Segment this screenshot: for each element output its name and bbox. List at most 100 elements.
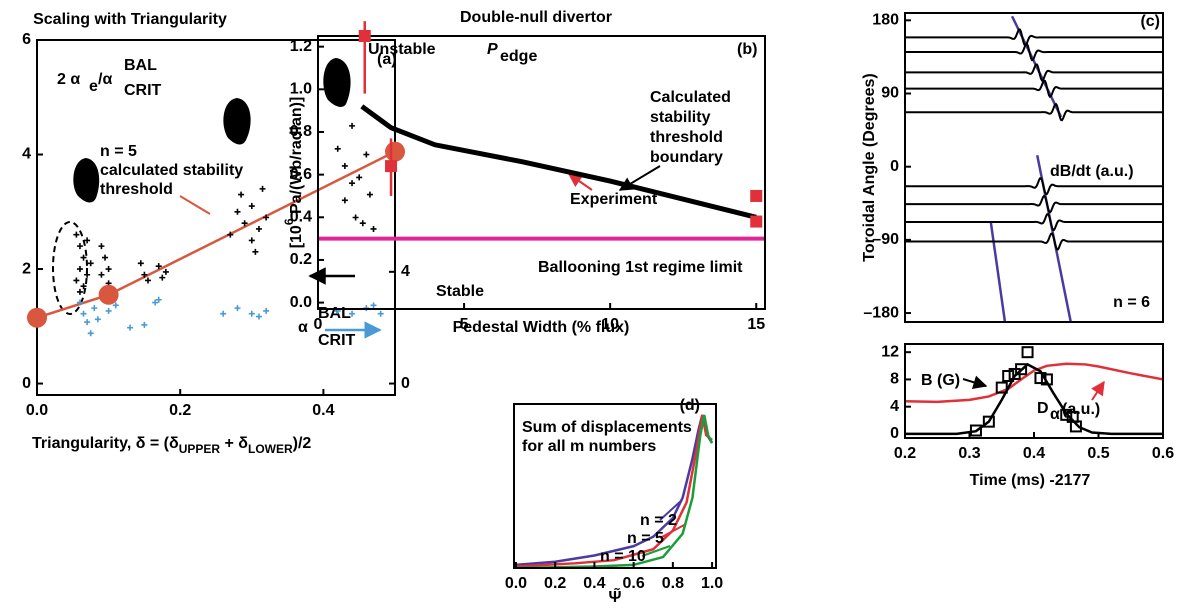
- signal-trace: [905, 102, 1163, 122]
- point: [87, 330, 94, 337]
- annotation: stability: [650, 109, 711, 126]
- point: [76, 266, 83, 273]
- signal-trace: [905, 63, 1163, 82]
- point: [1069, 420, 1082, 433]
- point: [982, 415, 995, 428]
- point: [995, 381, 1008, 394]
- x-tick-label: 0: [314, 316, 323, 333]
- arrow: [567, 173, 593, 191]
- propagation-line: [1010, 15, 1063, 118]
- point: [334, 145, 341, 152]
- point: [1034, 372, 1047, 385]
- cluster-outline: [52, 221, 88, 315]
- series-line: [360, 104, 757, 220]
- x-tick-label: 0.2: [169, 402, 191, 419]
- x-tick-label: 15: [747, 316, 765, 333]
- annotation: threshold: [650, 129, 723, 146]
- annotation: Stable: [436, 283, 484, 300]
- annotation: 2 α: [57, 71, 80, 88]
- annotation: P: [487, 41, 498, 58]
- point: [27, 307, 47, 328]
- y-tick-label: 0: [890, 158, 899, 175]
- y-tick-label: 0: [890, 425, 899, 442]
- signal-trace: [905, 194, 1163, 214]
- point: [141, 271, 148, 278]
- signal-trace: [905, 232, 1163, 251]
- x-tick-label: 0.4: [1023, 445, 1045, 462]
- annotation: D: [1037, 400, 1049, 417]
- annotation: calculated stability: [100, 162, 243, 179]
- point: [238, 191, 245, 198]
- point: [248, 310, 255, 317]
- y-tick-label: 90: [881, 85, 899, 102]
- annotation: n = 6: [1113, 294, 1150, 311]
- point: [80, 254, 87, 261]
- point: [248, 237, 255, 244]
- point: [73, 277, 80, 284]
- point: [98, 271, 105, 278]
- y-axis-label: Toroidal Angle (Degrees): [861, 73, 878, 261]
- x-tick-label: 0.4: [312, 402, 334, 419]
- x-tick-label: 0.6: [1152, 445, 1174, 462]
- point: [87, 260, 94, 267]
- label-part: LOWER: [248, 442, 293, 456]
- point: [80, 310, 87, 317]
- y-tick-label: 2: [22, 260, 31, 277]
- label-part: UPPER: [179, 442, 221, 456]
- point: [162, 268, 169, 275]
- axis-label: [106 Pa/(Wb/radian)]: [282, 97, 305, 249]
- annotation: CRIT: [318, 332, 356, 349]
- annotation: Calculated: [650, 89, 731, 106]
- signal-trace: [905, 212, 1163, 231]
- chart-title: Scaling with Triangularity: [33, 11, 227, 28]
- point: [252, 248, 259, 255]
- point: [352, 214, 359, 221]
- point: [359, 220, 366, 227]
- point: [137, 260, 144, 267]
- annotation: Sum of displacements: [522, 419, 692, 436]
- annotation: Unstable: [368, 41, 436, 58]
- point: [370, 302, 377, 309]
- point: [80, 283, 87, 290]
- annotation: α: [298, 319, 308, 336]
- point: [127, 324, 134, 331]
- point: [1015, 363, 1028, 376]
- point: [969, 424, 982, 437]
- annotation: boundary: [650, 149, 723, 166]
- x-tick-label: 1.0: [701, 575, 723, 592]
- point: [377, 310, 384, 317]
- label-part: Triangularity, δ = (δ: [32, 435, 179, 452]
- plot-area: [905, 15, 1163, 322]
- series-line: [905, 362, 1163, 436]
- x-tick-label: 10: [601, 316, 619, 333]
- point: [141, 321, 148, 328]
- signal-trace: [905, 42, 1163, 62]
- plot-area: [905, 362, 1163, 436]
- frame: [317, 35, 766, 310]
- point: [234, 208, 241, 215]
- point: [349, 310, 356, 317]
- series-label: n = 2: [640, 512, 677, 529]
- plasma-shape: [223, 98, 251, 145]
- plot-area: [515, 414, 714, 568]
- point: [349, 180, 356, 187]
- point: [155, 296, 162, 303]
- annotation: α: [1050, 406, 1060, 423]
- plasma-shape: [323, 58, 351, 107]
- point: [105, 266, 112, 273]
- label-part: Pa/(Wb/radian)]: [288, 97, 305, 219]
- y-tick-label: 0: [22, 375, 31, 392]
- point: [358, 30, 371, 42]
- point: [227, 231, 234, 238]
- annotation: (d): [680, 397, 700, 414]
- point: [234, 305, 241, 312]
- series-line: [515, 414, 713, 568]
- y-tick-label: –180: [863, 304, 899, 321]
- point: [1040, 373, 1053, 386]
- point: [1002, 370, 1015, 383]
- annotation: (a): [377, 51, 397, 68]
- point: [750, 215, 763, 228]
- point: [366, 191, 373, 198]
- point: [73, 231, 80, 238]
